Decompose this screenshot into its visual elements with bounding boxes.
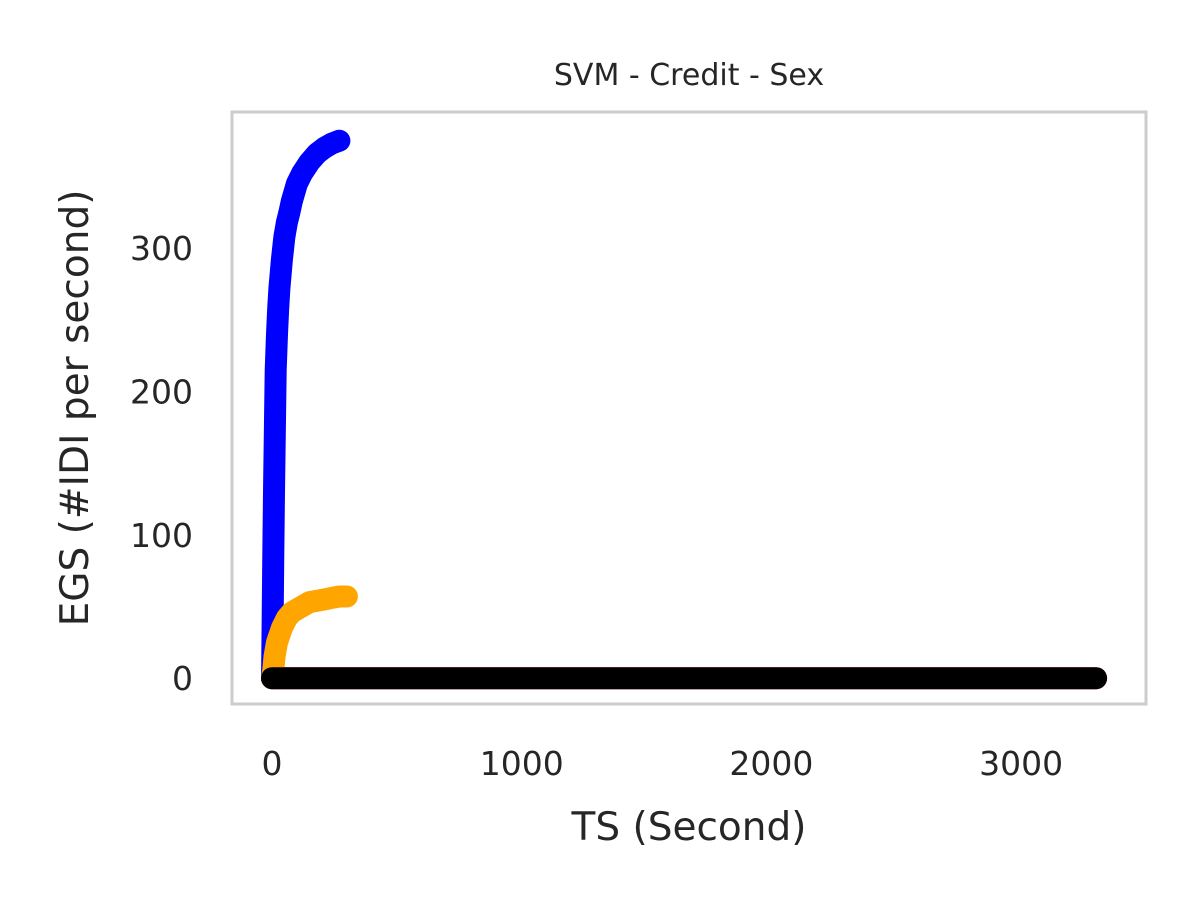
x-axis-label: TS (Second) (571, 805, 807, 850)
x-ticks: 0 1000 2000 3000 (262, 744, 1064, 783)
series-layer (261, 129, 1108, 690)
x-tick-label: 3000 (979, 744, 1063, 783)
y-axis-label: EGS (#IDI per second) (53, 190, 98, 627)
plot-area-background (230, 110, 1148, 706)
series-line-2 (261, 129, 351, 690)
chart-title: SVM - Credit - Sex (554, 58, 824, 93)
y-tick-label: 200 (130, 373, 193, 412)
x-tick-label: 2000 (729, 744, 813, 783)
x-tick-label: 1000 (480, 744, 564, 783)
y-tick-label: 0 (172, 659, 193, 698)
y-ticks: 0 100 200 300 (130, 229, 193, 698)
x-tick-label: 0 (262, 744, 283, 783)
y-tick-label: 100 (130, 516, 193, 555)
series-line-3 (261, 585, 358, 690)
y-tick-label: 300 (130, 229, 193, 268)
